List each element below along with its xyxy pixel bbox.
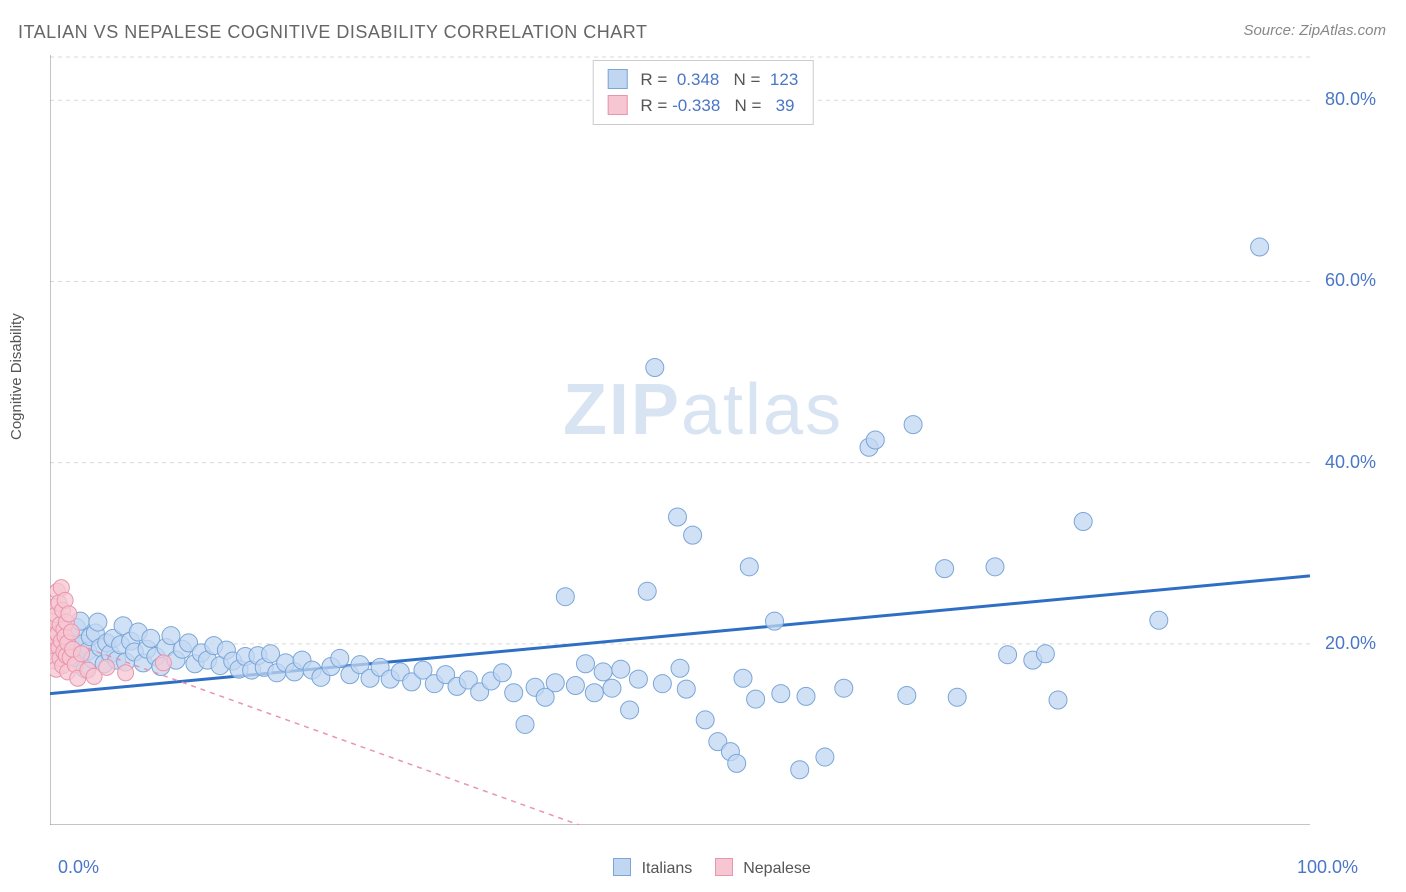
chart-container: ITALIAN VS NEPALESE COGNITIVE DISABILITY… (0, 0, 1406, 892)
scatter-plot (50, 55, 1310, 825)
chart-title: ITALIAN VS NEPALESE COGNITIVE DISABILITY… (18, 22, 647, 43)
legend-swatch-nepalese (715, 858, 733, 876)
stats-row-nepalese: R = -0.338 N = 39 (608, 93, 799, 119)
y-tick-80: 80.0% (1325, 89, 1376, 110)
swatch-nepalese (608, 95, 628, 115)
stats-legend: R = 0.348 N = 123 R = -0.338 N = 39 (593, 60, 814, 125)
legend-label-italians: Italians (642, 860, 693, 877)
y-tick-40: 40.0% (1325, 452, 1376, 473)
source-label: Source: ZipAtlas.com (1243, 22, 1386, 39)
y-tick-20: 20.0% (1325, 633, 1376, 654)
legend-label-nepalese: Nepalese (743, 860, 811, 877)
legend-swatch-italians (613, 858, 631, 876)
y-axis-label: Cognitive Disability (8, 313, 25, 440)
stats-row-italians: R = 0.348 N = 123 (608, 67, 799, 93)
y-tick-60: 60.0% (1325, 270, 1376, 291)
swatch-italians (608, 69, 628, 89)
series-legend: Italians Nepalese (0, 858, 1406, 878)
